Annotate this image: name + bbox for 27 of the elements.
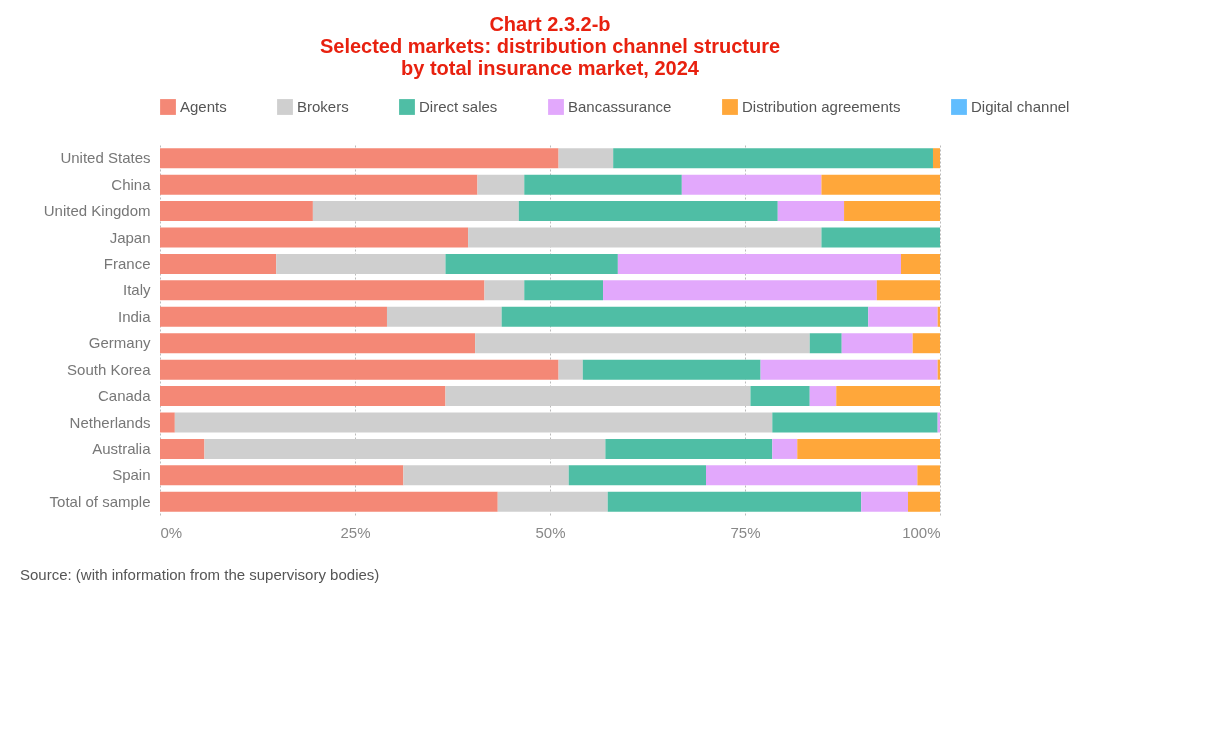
chart-title: Chart 2.3.2-b Selected markets: distribution channel structure by total insurance market, 2024: [319, 13, 781, 79]
legend-label: Brokers: [297, 98, 349, 115]
y-tick-label: France: [103, 254, 151, 272]
legend-label: Distribution agreements: [742, 98, 901, 115]
y-tick-label: India: [117, 307, 152, 325]
y-tick-label: China: [111, 175, 152, 193]
legend-label: Digital channel: [971, 98, 1070, 115]
y-tick-label: Australia: [92, 439, 152, 457]
y-tick-label: Japan: [109, 228, 151, 246]
y-tick-label: Total of sample: [49, 492, 151, 510]
legend-label: Direct sales: [419, 98, 498, 115]
legend-label: Agents: [180, 98, 227, 115]
y-tick-label: United Kingdom: [43, 202, 151, 220]
x-tick-label: 75%: [730, 523, 761, 541]
y-tick-label: Germany: [88, 334, 151, 352]
x-tick-label: 50%: [535, 523, 566, 541]
x-tick-label: 100%: [902, 523, 941, 541]
y-tick-label: Italy: [122, 281, 151, 299]
y-tick-label: Spain: [112, 466, 151, 484]
x-tick-label: 0%: [160, 523, 183, 541]
source-note: Source: (with information from the supervisory bodies): [20, 566, 380, 583]
y-tick-label: South Korea: [67, 360, 152, 378]
y-tick-label: Canada: [97, 387, 152, 405]
y-tick-label: United States: [60, 149, 151, 167]
legend-label: Bancassurance: [568, 98, 672, 115]
y-tick-label: Netherlands: [69, 413, 151, 431]
x-tick-label: 25%: [340, 523, 371, 541]
